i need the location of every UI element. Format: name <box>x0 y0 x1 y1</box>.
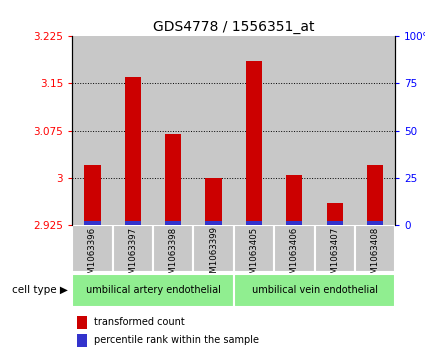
Text: GSM1063396: GSM1063396 <box>88 227 97 285</box>
Bar <box>246 221 262 225</box>
Bar <box>72 36 113 225</box>
Text: cell type ▶: cell type ▶ <box>12 285 68 295</box>
Text: GSM1063406: GSM1063406 <box>290 227 299 285</box>
Bar <box>326 203 343 225</box>
Bar <box>76 334 87 347</box>
Text: GSM1063407: GSM1063407 <box>330 227 339 285</box>
Title: GDS4778 / 1556351_at: GDS4778 / 1556351_at <box>153 20 314 34</box>
Bar <box>206 178 222 225</box>
Bar <box>165 221 181 225</box>
Bar <box>72 274 234 307</box>
Bar <box>234 225 274 272</box>
Bar <box>234 274 395 307</box>
Bar <box>84 165 100 225</box>
Text: GSM1063398: GSM1063398 <box>169 227 178 285</box>
Text: transformed count: transformed count <box>94 317 184 327</box>
Bar <box>326 221 343 225</box>
Bar <box>355 225 395 272</box>
Bar <box>286 221 302 225</box>
Bar <box>314 225 355 272</box>
Bar <box>113 36 153 225</box>
Text: GSM1063399: GSM1063399 <box>209 227 218 285</box>
Bar <box>125 77 141 225</box>
Text: umbilical artery endothelial: umbilical artery endothelial <box>85 285 221 295</box>
Bar <box>367 221 383 225</box>
Bar <box>84 221 100 225</box>
Bar <box>72 225 113 272</box>
Text: umbilical vein endothelial: umbilical vein endothelial <box>252 285 377 295</box>
Bar <box>274 225 314 272</box>
Bar <box>113 225 153 272</box>
Bar <box>246 61 262 225</box>
Bar <box>193 36 234 225</box>
Bar <box>274 36 314 225</box>
Bar <box>355 36 395 225</box>
Bar <box>193 225 234 272</box>
Bar <box>367 165 383 225</box>
Bar <box>234 36 274 225</box>
Bar <box>286 175 302 225</box>
Bar <box>314 36 355 225</box>
Bar <box>153 36 193 225</box>
Text: GSM1063405: GSM1063405 <box>249 227 258 285</box>
Text: GSM1063397: GSM1063397 <box>128 227 137 285</box>
Bar <box>206 221 222 225</box>
Bar <box>153 225 193 272</box>
Bar <box>76 316 87 329</box>
Bar <box>125 221 141 225</box>
Text: percentile rank within the sample: percentile rank within the sample <box>94 335 258 346</box>
Bar <box>165 134 181 225</box>
Text: GSM1063408: GSM1063408 <box>371 227 380 285</box>
